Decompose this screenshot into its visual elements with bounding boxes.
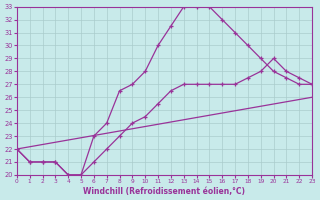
X-axis label: Windchill (Refroidissement éolien,°C): Windchill (Refroidissement éolien,°C) — [84, 187, 245, 196]
